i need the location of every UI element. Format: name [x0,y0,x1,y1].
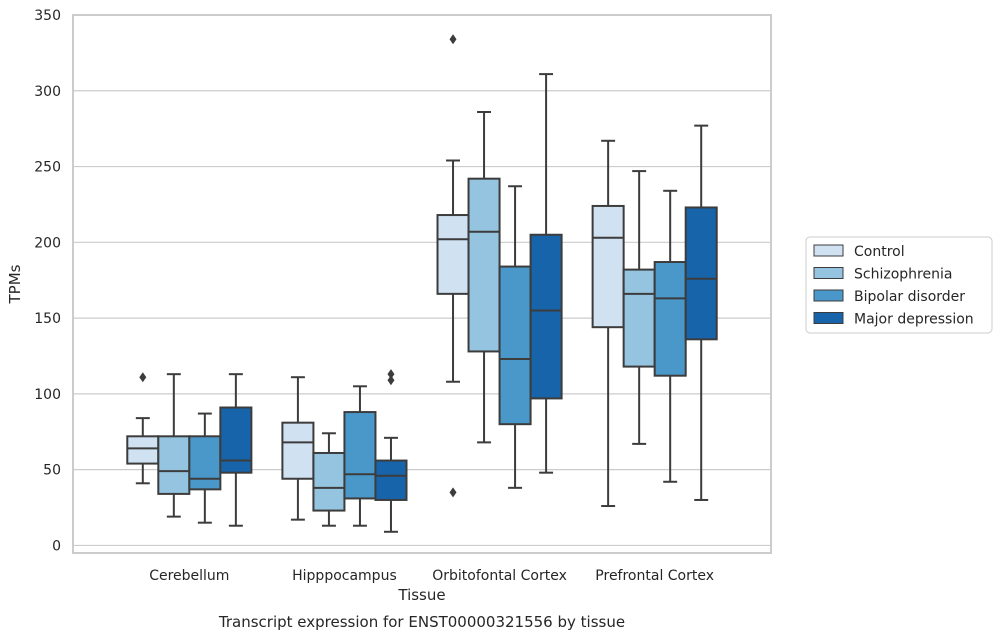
box [622,268,656,368]
outlier-point [449,34,457,45]
x-tick-labels: Cerebellum Hipppocampus Orbitofontal Corte… [149,568,714,584]
outlier-point [449,487,457,498]
box [126,435,160,465]
legend-swatch [813,244,844,257]
outlier-point [387,369,395,380]
outlier-point [387,375,395,386]
y-tick-labels: 0 50 100 150 200 250 300 350 [34,8,61,554]
chart-caption: Transcript expression for ENST0000032155… [218,613,625,631]
y-tick-label: 250 [34,160,61,176]
legend: Control Schizophrenia Bipolar disorder Majo… [805,236,993,334]
boxes [126,34,718,533]
x-tick-label: Hipppocampus [292,568,397,584]
box [312,451,346,512]
box [653,261,687,377]
legend-swatch [813,267,844,279]
y-tick-label: 100 [34,387,61,403]
legend-frame [805,236,993,334]
legend-swatch [813,312,844,324]
box [498,265,532,426]
box [219,406,253,474]
legend-label: Schizophrenia [854,267,952,283]
y-tick-label: 300 [34,84,61,100]
x-tick-label: Prefrontal Cortex [595,568,714,584]
y-tick-label: 50 [43,463,61,479]
y-axis-title: TPMs [6,264,24,304]
x-tick-label: Orbitofontal Cortex [432,568,567,584]
y-tick-label: 200 [34,235,61,251]
plot-frame [72,14,772,554]
box [684,206,718,341]
box [343,411,377,500]
y-tick-label: 150 [34,311,61,327]
box [467,177,501,353]
box [374,459,408,501]
box [157,435,191,495]
box [529,233,563,400]
legend-label: Control [854,244,905,260]
legend-label: Major depression [854,312,974,328]
legend-label: Bipolar disorder [854,289,965,305]
legend-swatch [813,289,844,302]
x-tick-label: Cerebellum [149,568,229,584]
x-axis-title: Tissue [397,586,445,604]
box [188,435,222,491]
y-tick-label: 350 [34,8,61,24]
box [436,214,470,295]
box [281,421,315,480]
box [591,204,625,329]
outlier-point [139,372,147,383]
y-tick-label: 0 [52,538,61,554]
